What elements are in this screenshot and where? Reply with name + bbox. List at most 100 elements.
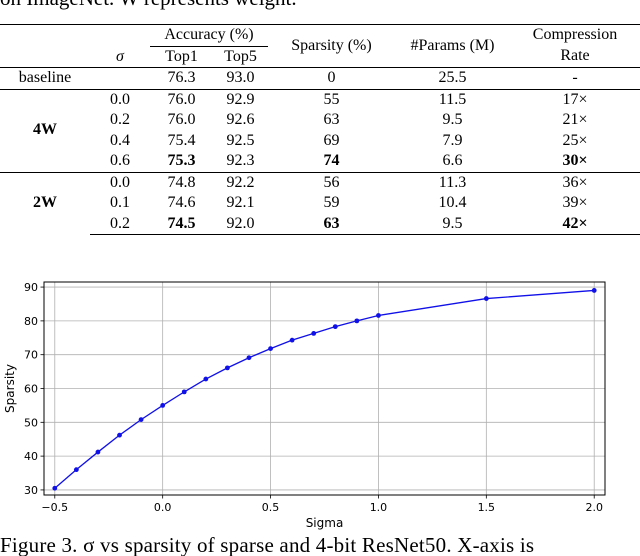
table-cell: 59 — [323, 194, 340, 211]
header-sparsity: Sparsity (%) — [268, 24, 395, 68]
table-cell: 0.0 — [90, 88, 150, 110]
header-top1: Top1 — [165, 47, 198, 65]
grid — [44, 282, 605, 495]
table-cell: 76.0 — [150, 88, 213, 110]
table-cell: 9.5 — [442, 111, 463, 128]
table-cell: 76.0 — [167, 111, 196, 128]
y-tick-label: 80 — [24, 315, 38, 328]
ticks: −0.5 0.0 0.5 1.0 1.5 2.0 30 40 50 60 70 80 90 — [24, 281, 603, 514]
table-cell-bold: 74.5 — [150, 213, 213, 235]
header-accuracy: Accuracy (%) — [150, 24, 268, 47]
table-cell: 0.1 — [110, 194, 130, 211]
data-point — [225, 365, 230, 371]
data-point — [52, 485, 58, 491]
table-cell: 11.5 — [395, 88, 510, 110]
table-cell: 92.9 — [213, 88, 268, 110]
x-tick-label: 0.0 — [154, 501, 172, 514]
table-cell: 74.6 — [167, 194, 196, 211]
data-point — [289, 337, 295, 343]
table-header-row-1: σ Accuracy (%) Sparsity (%) #Params (M) … — [0, 24, 640, 68]
table-cell: 9.5 — [395, 213, 510, 235]
table-cell: 55 — [268, 88, 395, 110]
table-cell: 0.4 — [110, 131, 130, 149]
data-point — [73, 467, 79, 473]
table-row: 0.6 75.3 92.3 74 6.6 30× — [0, 151, 640, 172]
table-row: 0.4 75.4 92.5 69 7.9 25× — [0, 131, 640, 152]
header-top5: Top5 — [224, 47, 257, 65]
table-cell: 7.9 — [442, 131, 463, 149]
preceding-caption-text: on ImageNet. W represents weight. — [0, 0, 640, 10]
data-point — [268, 346, 273, 352]
header-params: #Params (M) — [395, 24, 510, 68]
table-cell: 92.1 — [226, 194, 255, 211]
data-point — [311, 330, 317, 336]
data-point — [483, 296, 489, 301]
x-tick-label: 2.0 — [585, 501, 603, 514]
results-table: σ Accuracy (%) Sparsity (%) #Params (M) … — [0, 24, 640, 235]
y-tick-label: 60 — [24, 383, 38, 396]
data-point — [117, 432, 122, 438]
y-tick-label: 50 — [24, 416, 38, 429]
data-point — [246, 355, 252, 361]
x-tick-label: 1.0 — [370, 501, 388, 514]
table-cell: 92.3 — [226, 152, 255, 169]
table-cell: 36× — [510, 171, 640, 193]
table-header-row-2: Top1 Top5 Rate — [0, 46, 640, 68]
table-cell: 0 — [268, 67, 395, 89]
table-cell: 92.5 — [226, 131, 255, 149]
x-tick-label: 0.5 — [262, 501, 280, 514]
table-cell-bold: 74 — [323, 152, 340, 169]
data-point — [332, 324, 338, 330]
table-cell: 93.0 — [213, 67, 268, 89]
data-point — [354, 318, 360, 324]
table-cell: 10.4 — [438, 194, 467, 211]
table-row: 2W 0.0 74.8 92.2 56 11.3 36× — [0, 171, 640, 235]
table-cell: 0.0 — [90, 171, 150, 193]
table-cell-bold: 42× — [510, 213, 640, 235]
table-cell: 39× — [562, 194, 588, 211]
header-rate: Rate — [560, 47, 590, 65]
x-tick-label: −0.5 — [41, 501, 68, 514]
y-tick-label: 40 — [24, 450, 38, 463]
table-cell: 75.4 — [167, 131, 196, 149]
table-cell: 63 — [323, 111, 340, 128]
table-cell: 17× — [510, 88, 640, 110]
table-row: 4W 0.0 76.0 92.9 55 11.5 17× — [0, 88, 640, 172]
table-cell: 69 — [323, 131, 340, 149]
table-cell: - — [510, 67, 640, 89]
table-cell: 92.6 — [226, 111, 255, 128]
header-sigma: σ — [90, 24, 150, 68]
table-cell: 6.6 — [442, 152, 463, 169]
table-row: 0.2 76.0 92.6 63 9.5 21× — [0, 110, 640, 131]
header-compression: Compression — [510, 24, 640, 46]
y-tick-label: 70 — [24, 349, 38, 362]
data-point — [95, 449, 101, 455]
data-point — [591, 288, 597, 293]
x-tick-label: 1.5 — [478, 501, 496, 514]
table-cell: 0.6 — [110, 152, 130, 169]
table-cell: 25× — [562, 131, 588, 149]
y-tick-label: 30 — [24, 484, 38, 497]
data-point — [181, 389, 187, 395]
table-cell: 25.5 — [395, 67, 510, 89]
table-cell: 92.0 — [213, 213, 268, 235]
baseline-label: baseline — [0, 67, 90, 89]
data-points — [52, 288, 597, 491]
figure-caption: Figure 3. σ vs sparsity of sparse and 4-… — [0, 533, 535, 556]
table-cell: 92.2 — [213, 171, 268, 193]
table-cell: 74.8 — [150, 171, 213, 193]
data-point — [203, 376, 209, 382]
table-row-baseline: baseline 76.3 93.0 0 25.5 - — [0, 67, 640, 89]
data-point — [138, 417, 144, 423]
sparsity-figure: −0.5 0.0 0.5 1.0 1.5 2.0 30 40 50 60 70 80 90 Sigma … — [0, 270, 640, 532]
table-cell: 0.2 — [90, 213, 150, 235]
table-cell: 56 — [268, 171, 395, 193]
x-axis-label: Sigma — [306, 516, 344, 530]
y-tick-label: 90 — [24, 281, 38, 294]
table-cell: 11.3 — [395, 171, 510, 193]
table-cell: 21× — [562, 111, 588, 128]
table-cell-bold: 63 — [268, 213, 395, 235]
table-row: 0.2 74.5 92.0 63 9.5 42× — [0, 213, 640, 235]
group-label-2w: 2W — [0, 171, 90, 235]
